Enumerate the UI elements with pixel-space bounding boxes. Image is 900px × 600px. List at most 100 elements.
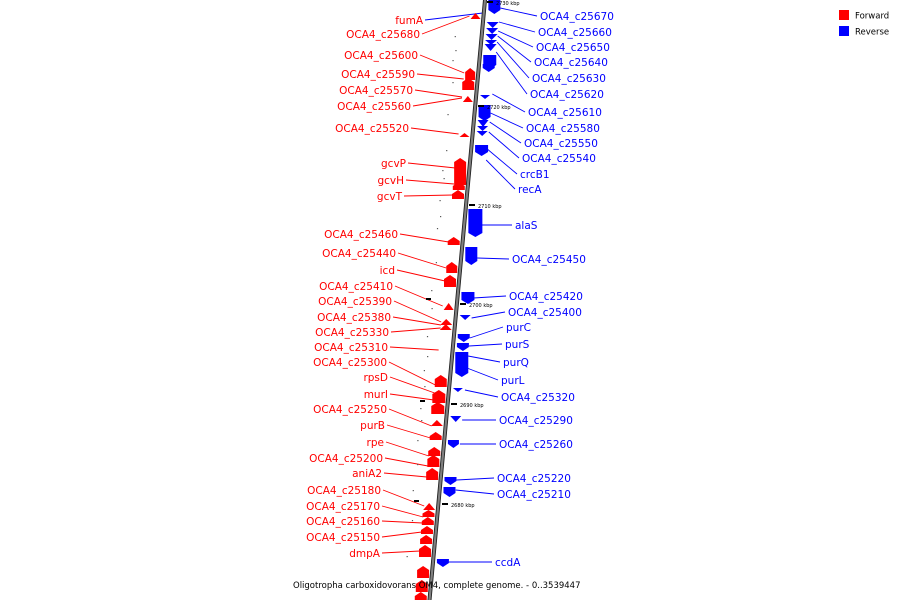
forward-leader-line	[381, 531, 422, 538]
scale-tick	[442, 503, 448, 505]
forward-gene-label: OCA4_c25310	[314, 342, 388, 354]
axis-dot	[424, 386, 426, 388]
forward-gene-24	[421, 517, 434, 525]
reverse-leader-line	[500, 7, 538, 17]
forward-gene-label: rpsD	[363, 372, 388, 384]
reverse-leader-line	[464, 389, 499, 398]
forward-gene-2	[462, 78, 475, 90]
forward-gene-10	[444, 275, 457, 287]
forward-gene-label: OCA4_c25600	[344, 50, 418, 62]
reverse-gene-21	[452, 388, 463, 392]
forward-gene-13	[439, 324, 452, 330]
forward-leader-line	[394, 285, 443, 307]
forward-gene-22	[423, 503, 436, 510]
forward-gene-label: OCA4_c25170	[306, 501, 380, 513]
legend-reverse-label: Reverse	[855, 28, 889, 38]
forward-gene-label: OCA4_c25180	[307, 485, 381, 497]
forward-leader-line	[424, 12, 483, 21]
axis-dot	[436, 228, 439, 230]
forward-gene-11	[443, 303, 454, 310]
forward-gene-25	[420, 526, 433, 534]
scale-tick	[460, 303, 466, 305]
reverse-gene-label: OCA4_c25210	[497, 489, 571, 501]
reverse-gene-label: OCA4_c25670	[540, 11, 614, 23]
forward-leader-line	[393, 300, 442, 323]
axis-dot	[431, 290, 433, 292]
forward-gene-28	[417, 566, 430, 578]
reverse-gene-label: OCA4_c25660	[538, 27, 612, 39]
reverse-gene-13	[475, 145, 489, 156]
forward-gene-label: OCA4_c25330	[315, 327, 389, 339]
forward-gene-label: aniA2	[352, 468, 382, 480]
forward-leader-line	[419, 54, 465, 74]
forward-gene-4	[459, 133, 470, 137]
reverse-leader-line	[496, 41, 530, 79]
forward-leader-line	[410, 127, 459, 135]
reverse-leader-line	[486, 148, 518, 175]
reverse-gene-4	[485, 40, 498, 45]
scale-tick-label: 2680 kbp	[451, 503, 475, 509]
forward-gene-label: OCA4_c25410	[319, 281, 393, 293]
forward-leader-line	[389, 393, 435, 401]
reverse-leader-line	[477, 257, 510, 260]
reverse-gene-0	[488, 0, 501, 14]
reverse-leader-line	[473, 295, 507, 299]
reverse-gene-3	[485, 34, 498, 40]
reverse-gene-1	[486, 22, 499, 28]
reverse-gene-18	[457, 334, 470, 342]
axis-dot	[440, 216, 442, 218]
axis-dot	[454, 36, 456, 38]
reverse-gene-label: alaS	[515, 220, 538, 232]
legend: Forward Reverse	[839, 10, 889, 38]
forward-gene-18	[429, 432, 442, 440]
forward-leader-line	[381, 520, 423, 524]
forward-gene-15	[432, 390, 446, 403]
scale-tick	[426, 298, 431, 300]
genome-caption: Oligotropha carboxidovorans OM4, complet…	[293, 581, 581, 591]
reverse-gene-label: purQ	[503, 357, 529, 369]
axis-dot	[439, 200, 441, 202]
axis-dot	[426, 336, 429, 338]
forward-gene-7	[452, 190, 465, 199]
reverse-gene-label: OCA4_c25450	[512, 254, 586, 266]
forward-leader-line	[383, 472, 427, 478]
forward-gene-29	[415, 580, 428, 592]
forward-gene-27	[419, 545, 432, 557]
forward-gene-26	[420, 535, 433, 544]
axis-dot	[417, 440, 419, 442]
forward-gene-label: fumA	[395, 15, 424, 27]
forward-leader-line	[388, 408, 432, 427]
reverse-gene-label: OCA4_c25290	[499, 415, 573, 427]
reverse-gene-2	[486, 28, 499, 34]
forward-gene-20	[427, 455, 440, 467]
axis-dot	[406, 556, 408, 558]
forward-gene-16	[431, 402, 445, 414]
reverse-gene-label: OCA4_c25580	[526, 123, 600, 135]
axis-dot	[452, 82, 454, 84]
reverse-gene-14	[468, 209, 483, 237]
reverse-gene-label: recA	[518, 184, 542, 196]
axis-dot	[435, 262, 437, 264]
axis-dot	[452, 60, 454, 62]
forward-leader-line	[405, 179, 455, 185]
reverse-leader-line	[497, 30, 534, 48]
reverse-leader-line	[490, 112, 524, 129]
forward-leader-line	[389, 376, 435, 394]
reverse-leader-line	[489, 121, 522, 144]
reverse-gene-label: ccdA	[495, 557, 521, 569]
reverse-gene-label: OCA4_c25540	[522, 153, 596, 165]
forward-leader-line	[381, 550, 421, 554]
forward-leader-line	[412, 97, 463, 107]
genome-axis	[427, 0, 488, 600]
forward-gene-5	[454, 158, 467, 185]
scale-tick	[478, 105, 484, 107]
forward-gene-label: OCA4_c25590	[341, 69, 415, 81]
reverse-leader-line	[456, 477, 495, 481]
reverse-gene-24	[444, 477, 457, 485]
forward-gene-label: OCA4_c25680	[346, 29, 420, 41]
forward-gene-label: OCA4_c25150	[306, 532, 380, 544]
axis-dot	[417, 464, 419, 466]
forward-gene-0	[470, 13, 481, 19]
forward-gene-label: OCA4_c25160	[306, 516, 380, 528]
forward-gene-label: OCA4_c25380	[317, 312, 391, 324]
